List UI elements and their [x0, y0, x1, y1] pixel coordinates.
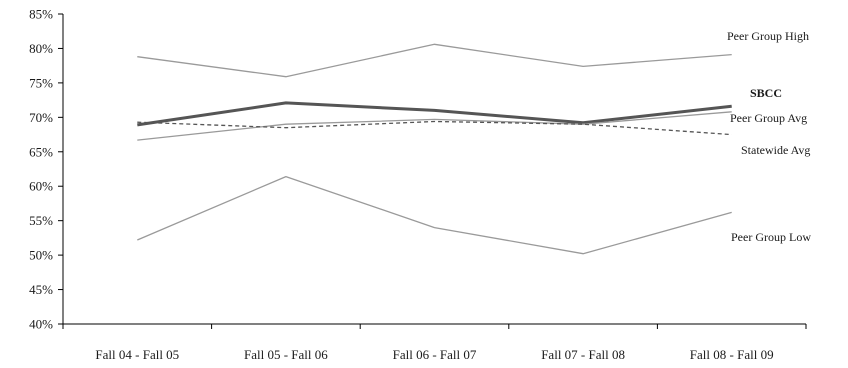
x-tick-label: Fall 05 - Fall 06 [244, 347, 328, 362]
peer-group-high-line [137, 43, 732, 78]
x-tick-label: Fall 08 - Fall 09 [690, 347, 774, 362]
y-tick-label: 60% [29, 179, 53, 194]
peer-group-high-label: Peer Group High [727, 29, 809, 43]
y-tick-label: 55% [29, 213, 53, 228]
y-tick-label: 75% [29, 75, 53, 90]
y-tick-label: 70% [29, 110, 53, 125]
y-tick-label: 85% [29, 7, 53, 22]
y-tick-label: 45% [29, 282, 53, 297]
x-tick-label: Fall 07 - Fall 08 [541, 347, 625, 362]
peer-group-low-line [137, 175, 732, 255]
y-tick-label: 65% [29, 144, 53, 159]
peer-group-low-label: Peer Group Low [731, 230, 811, 244]
statewide-avg-line [137, 120, 732, 136]
statewide-avg-label: Statewide Avg [741, 143, 810, 157]
series-labels: Peer Group High SBCC Peer Group Avg Statewi… [727, 29, 811, 244]
sbcc-line [137, 101, 732, 127]
series-lines [137, 43, 732, 255]
x-tick-label: Fall 06 - Fall 07 [393, 347, 477, 362]
sbcc-label: SBCC [750, 86, 782, 100]
y-tick-label: 50% [29, 248, 53, 263]
axes: 40% 45% 50% 55% 60% 65% 70% 75% 80% 85% Fall 04 - … [29, 7, 807, 362]
x-tick-label: Fall 04 - Fall 05 [95, 347, 179, 362]
peer-group-avg-label: Peer Group Avg [730, 111, 807, 125]
y-tick-label: 40% [29, 317, 53, 332]
y-tick-label: 80% [29, 41, 53, 56]
